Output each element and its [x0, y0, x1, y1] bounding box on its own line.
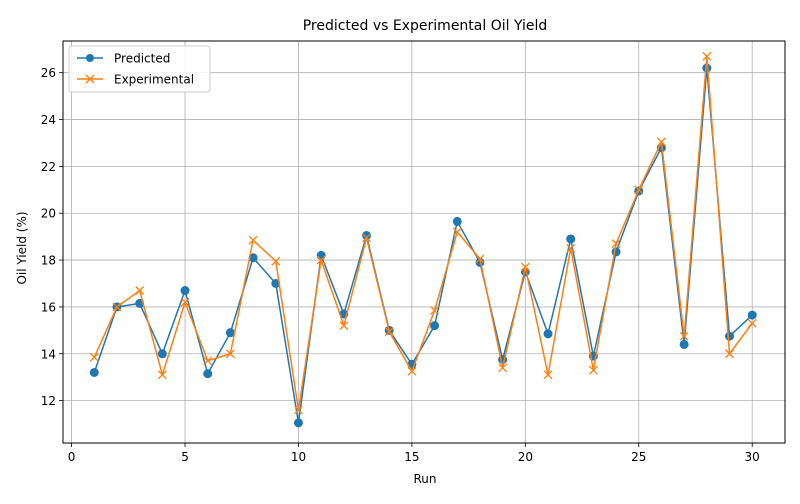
- data-point-predicted: [747, 310, 757, 320]
- data-point-experimental: [112, 302, 122, 312]
- x-axis-label: Run: [413, 472, 436, 486]
- axis-ticks: 0 5 10 15 20 25 30 12 14 16 18 20 22 24 26: [41, 66, 760, 464]
- x-tick-label: 25: [631, 450, 646, 464]
- data-point-experimental: [588, 365, 598, 375]
- y-tick-label: 26: [41, 66, 56, 80]
- series-line-experimental: [93, 55, 753, 411]
- y-axis-label: Oil Yield (%): [15, 211, 29, 284]
- x-tick-label: 5: [181, 450, 189, 464]
- data-point-experimental: [407, 366, 417, 376]
- y-tick-label: 12: [41, 394, 56, 408]
- data-point-predicted: [180, 286, 190, 296]
- y-tick-label: 22: [41, 160, 56, 174]
- data-point-experimental: [180, 297, 190, 307]
- data-point-experimental: [475, 254, 485, 264]
- series-experimental: [89, 51, 757, 415]
- data-point-experimental: [702, 51, 712, 61]
- data-point-experimental: [203, 356, 213, 366]
- legend-marker-experimental: [85, 74, 95, 84]
- data-point-experimental: [452, 227, 462, 237]
- data-point-predicted: [452, 216, 462, 226]
- y-tick-label: 24: [41, 113, 56, 127]
- data-point-predicted: [430, 321, 440, 331]
- chart-title: Predicted vs Experimental Oil Yield: [303, 18, 548, 34]
- y-tick-label: 14: [41, 347, 56, 361]
- data-point-predicted: [293, 418, 303, 428]
- data-point-predicted: [679, 339, 689, 349]
- y-tick-label: 18: [41, 254, 56, 268]
- grid: [63, 41, 785, 443]
- data-point-experimental: [725, 349, 734, 359]
- data-point-predicted: [725, 331, 735, 341]
- data-point-experimental: [157, 370, 167, 380]
- data-point-predicted: [89, 367, 99, 377]
- data-point-experimental: [634, 185, 644, 195]
- x-tick-label: 30: [745, 450, 760, 464]
- plot-frame: [62, 40, 786, 444]
- legend: Predicted Experimental: [68, 45, 211, 93]
- series-layer: [89, 51, 757, 428]
- data-point-experimental: [362, 233, 371, 243]
- y-tick-label: 20: [41, 207, 56, 221]
- series-line-predicted: [93, 67, 753, 424]
- data-point-predicted: [543, 329, 553, 339]
- data-point-experimental: [430, 305, 440, 315]
- data-point-experimental: [747, 318, 757, 328]
- legend-label-predicted: Predicted: [114, 52, 170, 66]
- data-point-experimental: [498, 363, 508, 373]
- legend-marker-predicted: [86, 54, 94, 62]
- data-point-experimental: [225, 349, 235, 359]
- data-point-experimental: [543, 370, 553, 380]
- data-point-predicted: [611, 247, 621, 257]
- data-point-experimental: [339, 321, 349, 331]
- legend-label-experimental: Experimental: [114, 73, 194, 87]
- data-point-predicted: [157, 349, 167, 359]
- x-tick-label: 0: [68, 450, 76, 464]
- data-point-experimental: [679, 331, 689, 341]
- data-point-experimental: [294, 405, 303, 415]
- data-point-experimental: [611, 239, 621, 249]
- legend-entry-experimental: Experimental: [77, 73, 194, 87]
- data-point-predicted: [203, 369, 213, 379]
- y-tick-label: 16: [41, 300, 56, 314]
- data-point-experimental: [384, 327, 394, 336]
- data-point-experimental: [135, 286, 145, 295]
- data-point-experimental: [566, 243, 576, 253]
- data-point-experimental: [316, 255, 326, 265]
- x-tick-label: 20: [518, 450, 533, 464]
- x-tick-label: 15: [404, 450, 419, 464]
- data-point-experimental: [520, 262, 530, 272]
- data-point-experimental: [271, 256, 281, 266]
- legend-entry-predicted: Predicted: [77, 52, 170, 66]
- data-point-experimental: [656, 137, 666, 147]
- data-point-experimental: [248, 235, 258, 245]
- data-point-experimental: [89, 352, 99, 362]
- x-tick-label: 10: [291, 450, 306, 464]
- data-point-predicted: [566, 234, 576, 244]
- data-point-predicted: [225, 328, 235, 338]
- legend-box: [68, 45, 211, 93]
